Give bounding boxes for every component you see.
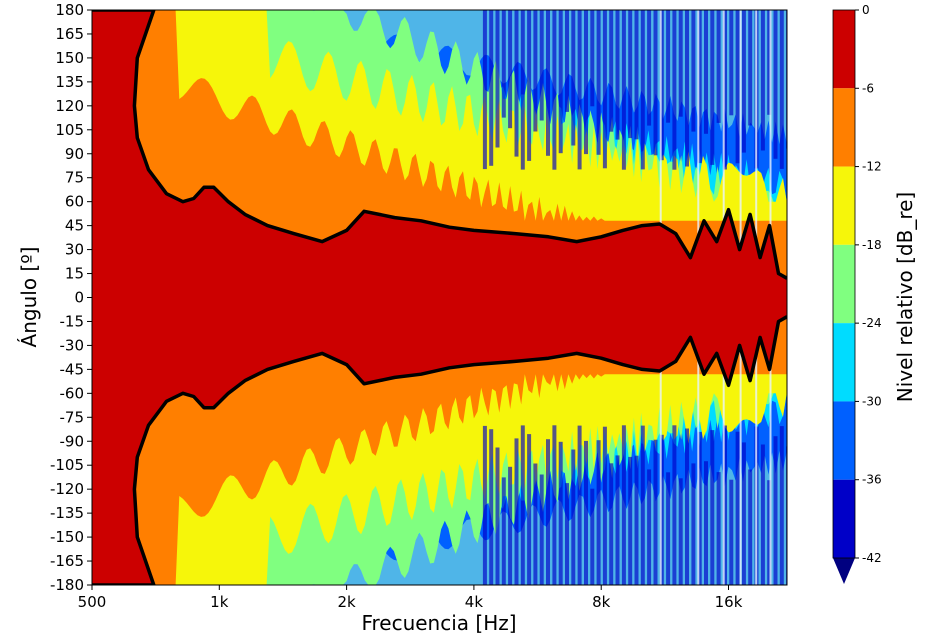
y-tick-label: -45	[60, 360, 85, 378]
y-tick-label: -150	[50, 528, 84, 546]
x-tick-label: 4k	[465, 593, 484, 611]
x-tick-label: 500	[78, 593, 107, 611]
y-tick-label: 135	[55, 73, 84, 91]
y-axis: 1801651501351201059075604530150-15-30-45…	[50, 1, 92, 594]
x-tick-label: 16k	[715, 593, 743, 611]
y-axis-label: Ángulo [º]	[17, 247, 41, 348]
y-tick-label: -60	[60, 384, 85, 402]
y-tick-label: 120	[55, 97, 84, 115]
x-axis-label: Frecuencia [Hz]	[361, 611, 516, 635]
y-tick-label: 75	[65, 169, 84, 187]
y-tick-label: 60	[65, 193, 84, 211]
y-tick-label: -30	[60, 336, 85, 354]
x-tick-label: 2k	[337, 593, 356, 611]
contour-minus6-upper	[92, 10, 787, 280]
colorbar-band	[833, 323, 855, 402]
colorbar: 0 -6 -12 -18 -24 -30 -36 -42	[832, 3, 882, 584]
y-tick-label: -15	[60, 312, 85, 330]
colorbar-tick-label: -18	[862, 238, 882, 252]
colorbar-extend-arrow	[833, 558, 855, 584]
high-frequency-lobes	[482, 10, 787, 585]
x-tick-label: 1k	[210, 593, 229, 611]
colorbar-band	[833, 479, 855, 558]
colorbar-frame	[832, 9, 856, 559]
y-tick-label: 165	[55, 25, 84, 43]
y-tick-label: -75	[60, 408, 85, 426]
colorbar-tick-label: -6	[862, 81, 874, 95]
colorbar-band	[833, 88, 855, 167]
y-tick-label: -180	[50, 576, 84, 594]
plot-area	[91, 9, 788, 586]
contour-minus6-lower	[92, 315, 787, 585]
colorbar-tick-label: -36	[862, 473, 882, 487]
colorbar-band	[833, 10, 855, 89]
colorbar-tick-label: -30	[862, 394, 882, 408]
y-tick-label: 0	[74, 289, 84, 307]
x-tick-label: 8k	[592, 593, 611, 611]
colorbar-band	[833, 244, 855, 324]
colorbar-tick-label: -24	[862, 316, 882, 330]
zone-0-to-minus6	[92, 10, 787, 585]
y-tick-label: -105	[50, 456, 84, 474]
y-tick-label: 15	[65, 265, 84, 283]
y-tick-label: 90	[65, 145, 84, 163]
y-tick-label: 180	[55, 1, 84, 19]
y-tick-label: -135	[50, 504, 84, 522]
y-tick-label: 30	[65, 241, 84, 259]
colorbar-band	[833, 401, 855, 480]
colorbar-band	[833, 166, 855, 245]
y-tick-label: -90	[60, 432, 85, 450]
y-tick-label: -120	[50, 480, 84, 498]
x-axis: 500 1k 2k 4k 8k 16k	[78, 585, 743, 611]
colorbar-tick-label: -42	[862, 551, 882, 565]
colorbar-label: Nivel relativo [dB_re]	[893, 192, 917, 402]
y-tick-label: -165	[50, 552, 84, 570]
colorbar-tick-label: -12	[862, 160, 882, 174]
y-tick-label: 45	[65, 217, 84, 235]
colorbar-tick-label: 0	[862, 3, 870, 17]
y-tick-label: 150	[55, 49, 84, 67]
y-tick-label: 105	[55, 121, 84, 139]
